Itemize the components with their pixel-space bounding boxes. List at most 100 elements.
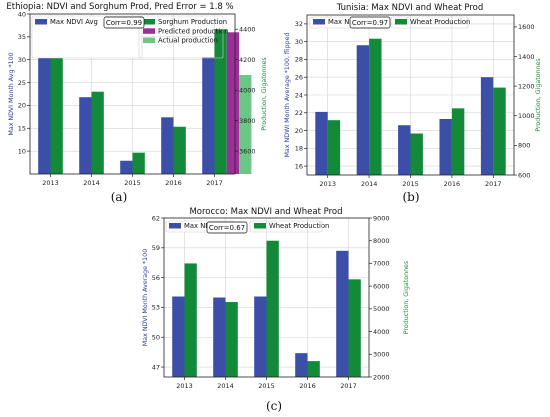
legend-label: Predicted production [158,27,229,35]
x-tick-label: 2015 [124,179,141,187]
y-tick-label: 59 [152,244,160,252]
x-tick-label: 2014 [217,382,234,390]
chart-title: Ethiopia: NDVI and Sorghum Prod, Pred Er… [6,2,233,12]
y2-axis-label: Production, Gigatonnes [261,57,268,130]
x-tick-label: 2017 [206,179,223,187]
y-tick-label: 10 [18,147,26,155]
y2-axis-label: Production, Gigatonnes [535,58,542,131]
legend-swatch [395,19,407,25]
bar-production [410,133,423,175]
x-tick-label: 2016 [444,180,461,188]
y2-tick-label: 4200 [239,56,256,64]
bar-production [91,91,104,174]
y2-tick-label: 800 [518,142,530,150]
corr-box [103,16,145,29]
bar-ndvi [120,160,133,174]
x-tick-label: 2013 [42,179,59,187]
y-tick-label: 20 [18,102,26,110]
y-tick-label: 50 [152,334,160,342]
y2-tick-label: 4000 [373,328,390,336]
y-tick-label: 56 [152,274,160,282]
bar-production [173,126,186,174]
chart-panel-2: 2013 2014 2015 2016 2017 47 50 53 56 59 62 2000 3000… [142,207,410,413]
chart-title: Tunisia: Max NDVI and Wheat Prod [336,3,484,13]
bar-production [50,36,63,174]
x-tick-label: 2013 [319,180,336,188]
bar-ndvi [254,296,267,377]
bar-production [307,361,320,377]
bar-ndvi [79,97,92,174]
x-tick-label: 2017 [485,180,502,188]
legend-label: Max NDVI Avg [50,18,98,26]
y2-tick-label: 7000 [373,260,390,268]
y-tick-label: 30 [295,38,303,46]
y2-tick-label: 1400 [518,53,535,61]
legend-swatch [254,223,266,229]
y-tick-label: 35 [18,33,26,41]
bar-production [451,108,465,175]
x-tick-label: 2016 [299,382,316,390]
y2-tick-label: 1000 [518,112,535,120]
corr-label: Corr=0.67 [209,224,245,232]
corr-box [349,16,391,29]
bar-production [348,279,361,377]
bar-production [132,152,145,174]
y-tick-label: 15 [18,125,26,133]
bar-ndvi [172,296,185,377]
x-tick-label: 2017 [340,382,357,390]
y2-tick-label: 3600 [239,147,256,155]
bar-ndvi [336,250,349,377]
y-axis-label: Max NDVI Month Avg *100 [8,52,15,135]
y-axis-label: Max NDWI Month Average *100, flipped [284,32,291,157]
y-tick-label: 47 [152,363,160,371]
bar-production [327,120,341,175]
panel-caption: (c) [266,399,282,413]
bar-predicted [226,32,240,175]
legend-box [390,16,469,29]
x-tick-label: 2015 [258,382,275,390]
bar-production [184,263,197,377]
y2-tick-label: 1600 [518,23,535,31]
y-tick-label: 30 [18,56,26,64]
x-tick-label: 2014 [361,180,378,188]
legend-label: Wheat Production [269,222,329,230]
y-tick-label: 25 [18,79,26,87]
bar-actual [239,74,252,174]
chart-title: Morocco: Max NDVI and Wheat Prod [189,207,342,217]
bar-production [214,29,227,174]
bar-production [266,240,279,377]
y-tick-label: 40 [18,10,26,18]
y-tick-label: 16 [295,162,303,170]
legend-swatch [35,19,47,25]
legend-swatch [143,37,155,44]
bar-production [369,38,382,175]
bar-ndvi [439,119,452,175]
panel-caption: (a) [111,190,128,204]
y2-tick-label: 4400 [239,26,256,34]
bar-ndvi [398,125,411,175]
y-axis-label: Max NDVI Month Average *100 [142,249,149,346]
chart-panel-0: 2013 2014 2015 2016 2017 10 15 20 25 30 35 40 3600 38… [6,2,268,204]
bar-production [493,87,506,175]
bar-ndvi [480,77,494,175]
legend-swatch [143,28,155,34]
legend-label: Sorghum Production [158,18,227,26]
bar-production [225,302,238,377]
chart-panel-1: 2013 2014 2015 2016 2017 16 18 20 22 24 26 28 30 32 60… [284,3,542,204]
bar-ndvi [161,117,174,174]
y2-axis-label: Production, Gigatonnes [403,261,410,334]
legend-swatch [313,19,325,25]
x-tick-label: 2013 [176,382,193,390]
y2-tick-label: 3000 [373,351,390,359]
y-tick-label: 20 [295,127,303,135]
y-tick-label: 62 [152,214,160,222]
y-tick-label: 53 [152,304,160,312]
y-tick-label: 26 [295,74,303,82]
y2-tick-label: 6000 [373,282,390,290]
x-tick-label: 2015 [402,180,419,188]
y-tick-label: 18 [295,145,303,153]
bar-ndvi [315,111,328,175]
corr-box [206,221,248,234]
y-tick-label: 28 [295,56,303,64]
